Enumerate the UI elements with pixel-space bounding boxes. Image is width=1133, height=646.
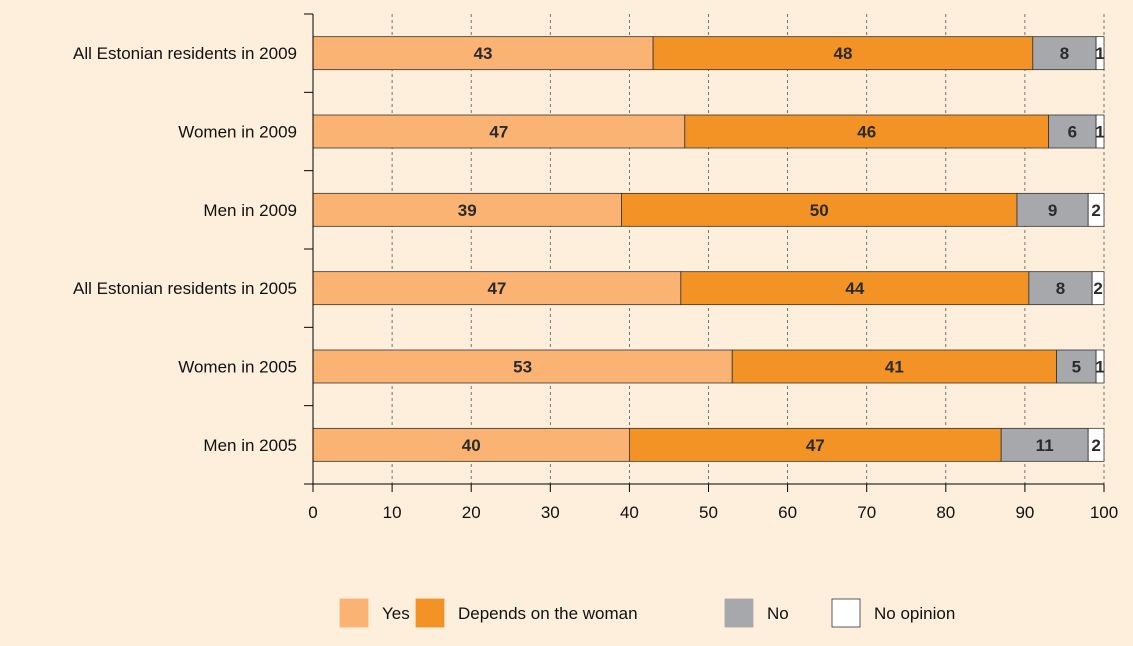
data-label-depends-on-the-woman-1: 48 [834, 44, 853, 63]
data-label-no-opinion-4: 2 [1093, 279, 1102, 298]
legend-label-yes: Yes [382, 604, 410, 623]
category-label-1: All Estonian residents in 2009 [73, 44, 297, 63]
data-label-no-2: 6 [1068, 123, 1077, 142]
data-label-depends-on-the-woman-6: 47 [806, 436, 825, 455]
legend-swatch-no-opinion [831, 598, 861, 628]
x-tick-label-90: 90 [1015, 503, 1034, 522]
x-tick-label-20: 20 [462, 503, 481, 522]
data-label-no-6: 11 [1036, 436, 1054, 455]
data-label-yes-3: 39 [458, 201, 477, 220]
data-label-no-opinion-2: 1 [1095, 123, 1104, 142]
x-tick-label-80: 80 [936, 503, 955, 522]
bar-no-5 [1056, 349, 1097, 384]
category-label-2: Women in 2009 [178, 123, 297, 142]
x-tick-label-70: 70 [857, 503, 876, 522]
data-label-yes-4: 47 [487, 279, 506, 298]
data-label-yes-1: 43 [474, 44, 493, 63]
data-label-depends-on-the-woman-3: 50 [810, 201, 829, 220]
data-label-depends-on-the-woman-4: 44 [845, 279, 864, 298]
data-label-yes-5: 53 [513, 358, 532, 377]
x-tick-labels: 0 10 20 30 40 50 60 70 80 90 100 [308, 503, 1118, 522]
bar-no-opinion-5 [1095, 349, 1105, 384]
bar-depends-on-the-woman-2 [684, 114, 1050, 149]
data-label-yes-6: 40 [462, 436, 481, 455]
x-tick-label-30: 30 [541, 503, 560, 522]
bar-yes-5 [312, 349, 733, 384]
x-tick-label-10: 10 [383, 503, 402, 522]
category-label-4: All Estonian residents in 2005 [73, 279, 297, 298]
legend-label-depends-on-the-woman: Depends on the woman [458, 604, 638, 623]
data-label-no-1: 8 [1060, 44, 1069, 63]
data-label-depends-on-the-woman-2: 46 [857, 123, 876, 142]
category-label-6: Men in 2005 [203, 436, 297, 455]
legend-swatch-no [724, 598, 754, 628]
data-label-depends-on-the-woman-5: 41 [885, 358, 904, 377]
bar-no-opinion-3 [1087, 192, 1105, 227]
bar-no-opinion-4 [1091, 271, 1105, 306]
x-tick-label-0: 0 [308, 503, 317, 522]
legend-swatch-yes [339, 598, 369, 628]
legend-swatch-depends-on-the-woman [415, 598, 445, 628]
x-tick-label-60: 60 [778, 503, 797, 522]
x-tick-label-100: 100 [1090, 503, 1118, 522]
bar-no-4 [1028, 271, 1093, 306]
bar-yes-6 [312, 427, 630, 462]
bar-no-6 [1000, 427, 1089, 462]
data-label-no-4: 8 [1056, 279, 1065, 298]
bar-no-opinion-6 [1087, 427, 1105, 462]
x-tick-label-50: 50 [699, 503, 718, 522]
bar-depends-on-the-woman-6 [629, 427, 1002, 462]
bar-depends-on-the-woman-5 [731, 349, 1057, 384]
bar-no-3 [1016, 192, 1089, 227]
data-label-no-3: 9 [1048, 201, 1057, 220]
category-label-5: Women in 2005 [178, 358, 297, 377]
x-tick-label-40: 40 [620, 503, 639, 522]
bars: 43 48 8 147 46 6 139 50 9 247 44 8 253 41 5 140 47 11 2 [312, 36, 1105, 462]
bar-depends-on-the-woman-1 [652, 36, 1034, 71]
data-label-no-5: 5 [1072, 358, 1081, 377]
legend-label-no-opinion: No opinion [874, 604, 955, 623]
bar-depends-on-the-woman-3 [621, 192, 1018, 227]
data-label-no-opinion-1: 1 [1095, 44, 1104, 63]
grid-lines [391, 14, 1105, 484]
bar-no-opinion-2 [1095, 114, 1105, 149]
bar-yes-4 [312, 271, 682, 306]
bar-no-2 [1048, 114, 1097, 149]
legend-label-no: No [767, 604, 789, 623]
data-label-yes-2: 47 [489, 123, 508, 142]
data-label-no-opinion-5: 1 [1095, 358, 1104, 377]
legend: Yes Depends on the woman No No opinion [339, 598, 955, 628]
category-labels: All Estonian residents in 2009 Women in 2… [73, 44, 297, 455]
axes [304, 13, 1105, 492]
bar-yes-2 [312, 114, 686, 149]
bar-no-opinion-1 [1095, 36, 1105, 71]
data-label-no-opinion-3: 2 [1091, 201, 1100, 220]
bar-no-1 [1032, 36, 1097, 71]
data-label-no-opinion-6: 2 [1091, 436, 1100, 455]
category-label-3: Men in 2009 [203, 201, 297, 220]
